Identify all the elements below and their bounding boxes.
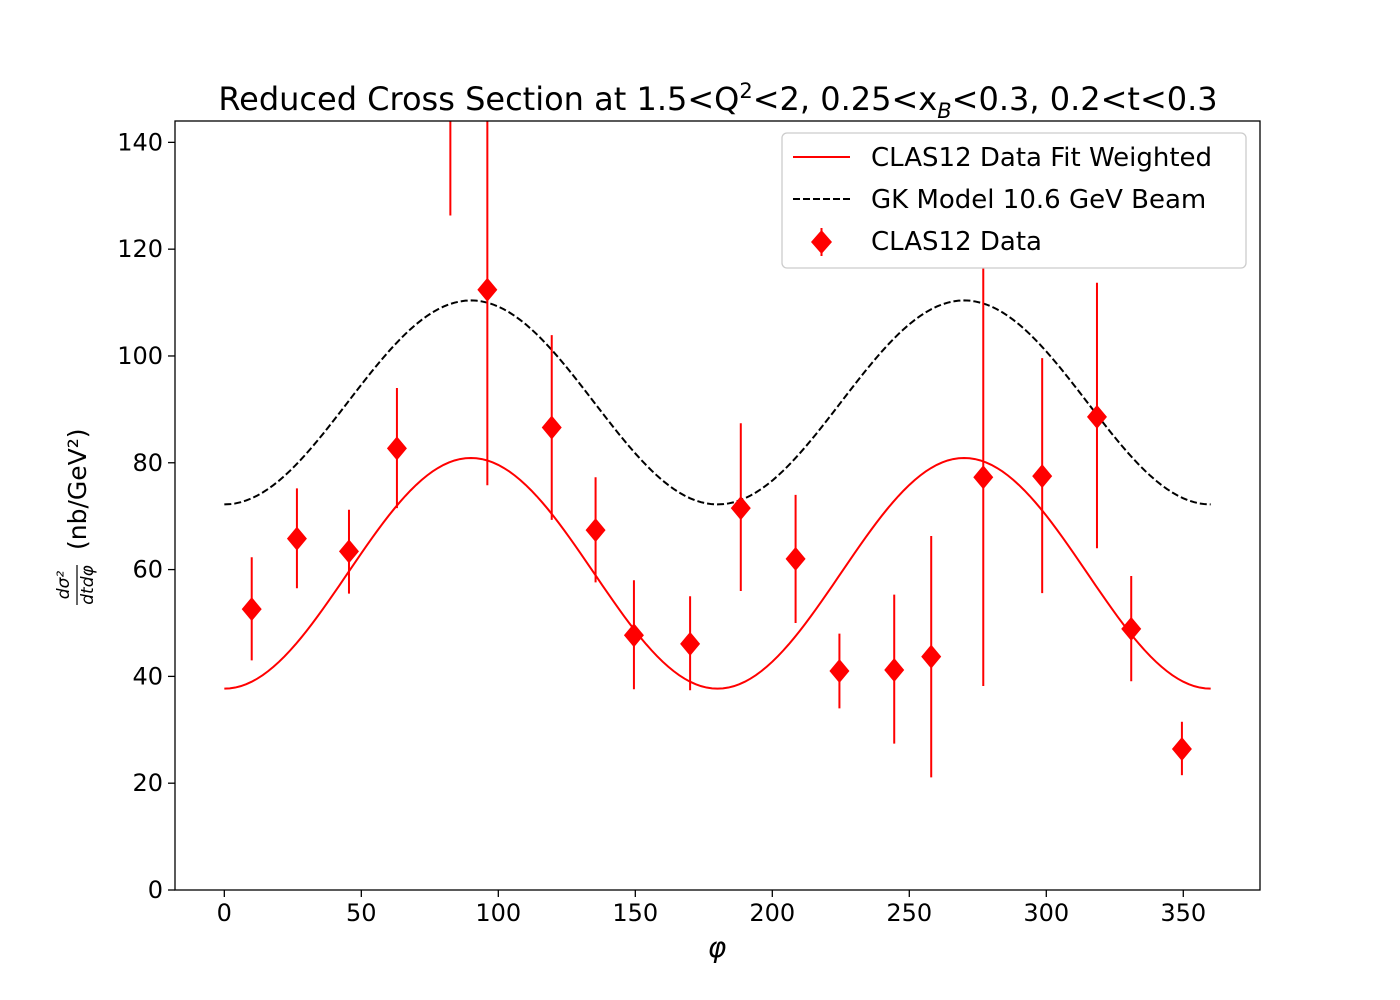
series-layer xyxy=(224,121,1211,778)
x-tick-label: 150 xyxy=(612,899,658,927)
y-tick-label: 60 xyxy=(132,556,163,584)
chart-title: Reduced Cross Section at 1.5<Q2<2, 0.25<… xyxy=(218,79,1217,123)
data-point xyxy=(386,388,407,509)
diamond-marker xyxy=(541,415,562,440)
x-tick-label: 100 xyxy=(475,899,521,927)
diamond-marker xyxy=(386,436,407,461)
x-tick-label: 50 xyxy=(346,899,377,927)
legend-box xyxy=(781,132,1247,269)
data-point xyxy=(829,633,850,709)
data-point xyxy=(680,596,701,691)
legend-label-data: CLAS12 Data xyxy=(871,227,1042,257)
y-tick-label: 80 xyxy=(132,449,163,477)
x-tick-label: 350 xyxy=(1160,899,1206,927)
x-tick-label: 300 xyxy=(1023,899,1069,927)
x-tick-label: 0 xyxy=(217,899,232,927)
plot-frame xyxy=(174,120,1261,891)
y-tick-label: 100 xyxy=(117,342,163,370)
diamond-marker xyxy=(680,631,701,656)
diamond-marker xyxy=(477,277,498,302)
data-point xyxy=(785,494,806,623)
data-point xyxy=(338,509,359,594)
x-axis: 0 50 100 150 200 250 300 350 xyxy=(217,890,1206,927)
legend-label-fit: CLAS12 Data Fit Weighted xyxy=(871,143,1212,173)
diamond-marker xyxy=(973,465,994,490)
diamond-marker xyxy=(1086,404,1107,429)
data-point xyxy=(884,594,905,744)
diamond-marker xyxy=(829,659,850,684)
y-axis-label-denominator: dtdφ xyxy=(78,564,98,604)
data-point xyxy=(1086,282,1107,549)
diamond-marker xyxy=(785,546,806,571)
data-point xyxy=(1121,575,1142,682)
x-axis-label: φ xyxy=(708,931,727,964)
diamond-marker xyxy=(1032,464,1053,489)
x-tick-label: 200 xyxy=(749,899,795,927)
data-point xyxy=(585,477,606,583)
legend-label-model: GK Model 10.6 GeV Beam xyxy=(871,185,1206,215)
data-point xyxy=(730,423,751,591)
diamond-marker xyxy=(1171,737,1192,762)
y-axis-label: dσ² dtdφ (nb/GeV²) xyxy=(54,428,98,605)
data-point xyxy=(1171,721,1192,776)
data-point xyxy=(623,580,644,690)
y-tick-label: 40 xyxy=(132,662,163,690)
y-axis: 0 20 40 60 80 100 120 140 xyxy=(117,128,175,904)
x-tick-label: 250 xyxy=(886,899,932,927)
legend-swatch-data-marker xyxy=(811,230,832,254)
y-tick-label: 0 xyxy=(148,876,163,904)
fit-curve xyxy=(224,456,1211,690)
y-tick-label: 140 xyxy=(117,128,163,156)
diamond-marker xyxy=(1121,616,1142,641)
data-point xyxy=(921,535,942,778)
y-axis-label-unit: (nb/GeV²) xyxy=(63,428,92,550)
data-point xyxy=(973,268,994,687)
data-point xyxy=(286,488,307,589)
diamond-marker xyxy=(921,644,942,669)
y-tick-label: 120 xyxy=(117,235,163,263)
y-tick-label: 20 xyxy=(132,769,163,797)
model-curve xyxy=(224,299,1211,506)
diamond-marker xyxy=(286,526,307,551)
diamond-marker xyxy=(884,657,905,682)
diamond-marker xyxy=(585,518,606,543)
y-axis-label-numerator: dσ² xyxy=(54,571,74,600)
data-point xyxy=(1032,358,1053,594)
diamond-marker xyxy=(241,597,262,622)
diamond-marker xyxy=(730,496,751,521)
data-point xyxy=(541,335,562,520)
data-point xyxy=(477,121,498,486)
diamond-marker xyxy=(338,539,359,564)
data-point xyxy=(241,557,262,661)
legend: CLAS12 Data Fit Weighted GK Model 10.6 G… xyxy=(781,132,1247,269)
diamond-marker xyxy=(623,623,644,648)
